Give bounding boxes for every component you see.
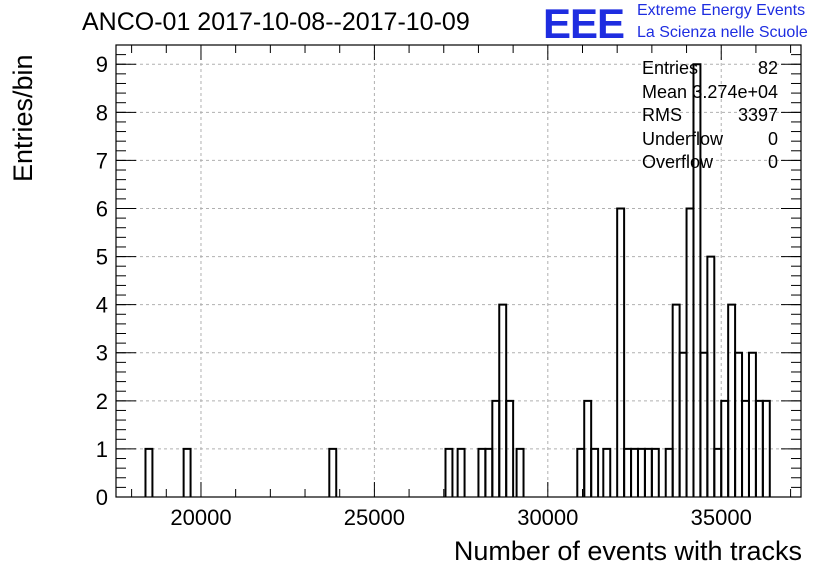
y-tick-label: 8 [96, 100, 108, 125]
histogram-bin [182, 447, 192, 497]
histogram-bin [328, 447, 338, 497]
stat-value: 3.274e+04 [692, 81, 778, 102]
stat-label: RMS [642, 105, 682, 125]
chart-title: ANCO-01 2017-10-08--2017-10-09 [82, 8, 470, 36]
x-tick-label: 30000 [517, 505, 578, 530]
plot-frame [115, 44, 802, 498]
histogram-bin [576, 447, 586, 497]
histogram-bin [713, 447, 723, 497]
histogram-bin [734, 351, 744, 497]
histogram-bin [678, 351, 688, 497]
histogram-bin [623, 447, 633, 497]
stat-row-mean: Mean 3.274e+04 [642, 82, 778, 106]
histogram-bin [761, 399, 771, 497]
logo-caption-line2: La Scienza nelle Scuole [637, 24, 808, 41]
stat-row-underflow: Underflow 0 [642, 129, 778, 153]
x-axis-label: Number of events with tracks [453, 536, 802, 566]
stat-label: Underflow [642, 128, 724, 149]
stat-value: 82 [757, 58, 778, 78]
histogram-bin [664, 447, 674, 497]
stat-value: 3397 [737, 105, 778, 125]
stat-label: Entries [642, 58, 699, 78]
y-tick-label: 0 [96, 485, 108, 510]
grid-lines [116, 45, 801, 497]
stats-box: Entries 82 Mean 3.274e+04 RMS 3397 Under… [642, 58, 778, 176]
histogram-bin [616, 207, 626, 497]
eee-logo: EEE [543, 0, 625, 47]
stat-value: 0 [767, 152, 778, 172]
x-tick-label: 20000 [170, 505, 231, 530]
y-tick-label: 4 [96, 293, 108, 318]
stat-row-entries: Entries 82 [642, 58, 778, 82]
tick-labels: 0 1 2 3 4 5 6 7 8 9 20000 25000 30000 35000 [96, 52, 752, 530]
stat-label: Mean [642, 81, 688, 102]
histogram-bin [484, 447, 494, 497]
histogram-bin [650, 447, 660, 497]
histogram-bin [144, 447, 154, 497]
histogram-bin [590, 447, 600, 497]
stat-label: Overflow [642, 152, 714, 172]
y-tick-label: 3 [96, 341, 108, 366]
stat-row-rms: RMS 3397 [642, 105, 778, 129]
x-tick-label: 25000 [344, 505, 405, 530]
x-tick-label: 35000 [691, 505, 752, 530]
y-tick-label: 1 [96, 437, 108, 462]
y-tick-label: 9 [96, 52, 108, 77]
histogram-bin [643, 447, 653, 497]
histogram-bin [699, 351, 709, 497]
histogram-bin [636, 447, 646, 497]
y-axis-label: Entries/bin [8, 54, 38, 182]
histogram-bin [747, 351, 757, 497]
histogram-bin [706, 255, 716, 497]
y-tick-label: 7 [96, 148, 108, 173]
histogram-bin [692, 63, 702, 497]
histogram-bin [630, 447, 639, 497]
histogram-series [144, 63, 771, 497]
y-tick-label: 5 [96, 245, 108, 270]
y-tick-label: 2 [96, 389, 108, 414]
stat-row-overflow: Overflow 0 [642, 152, 778, 176]
histogram-bin [444, 447, 454, 497]
histogram-bin [505, 399, 515, 497]
histogram-bin [456, 447, 466, 497]
histogram-bin [515, 447, 525, 497]
logo-caption-line1: Extreme Energy Events [637, 2, 806, 19]
stat-value: 0 [767, 128, 778, 149]
histogram-bin [602, 447, 612, 497]
histogram-bin [477, 447, 487, 497]
axes [115, 44, 802, 498]
y-tick-label: 6 [96, 196, 108, 221]
